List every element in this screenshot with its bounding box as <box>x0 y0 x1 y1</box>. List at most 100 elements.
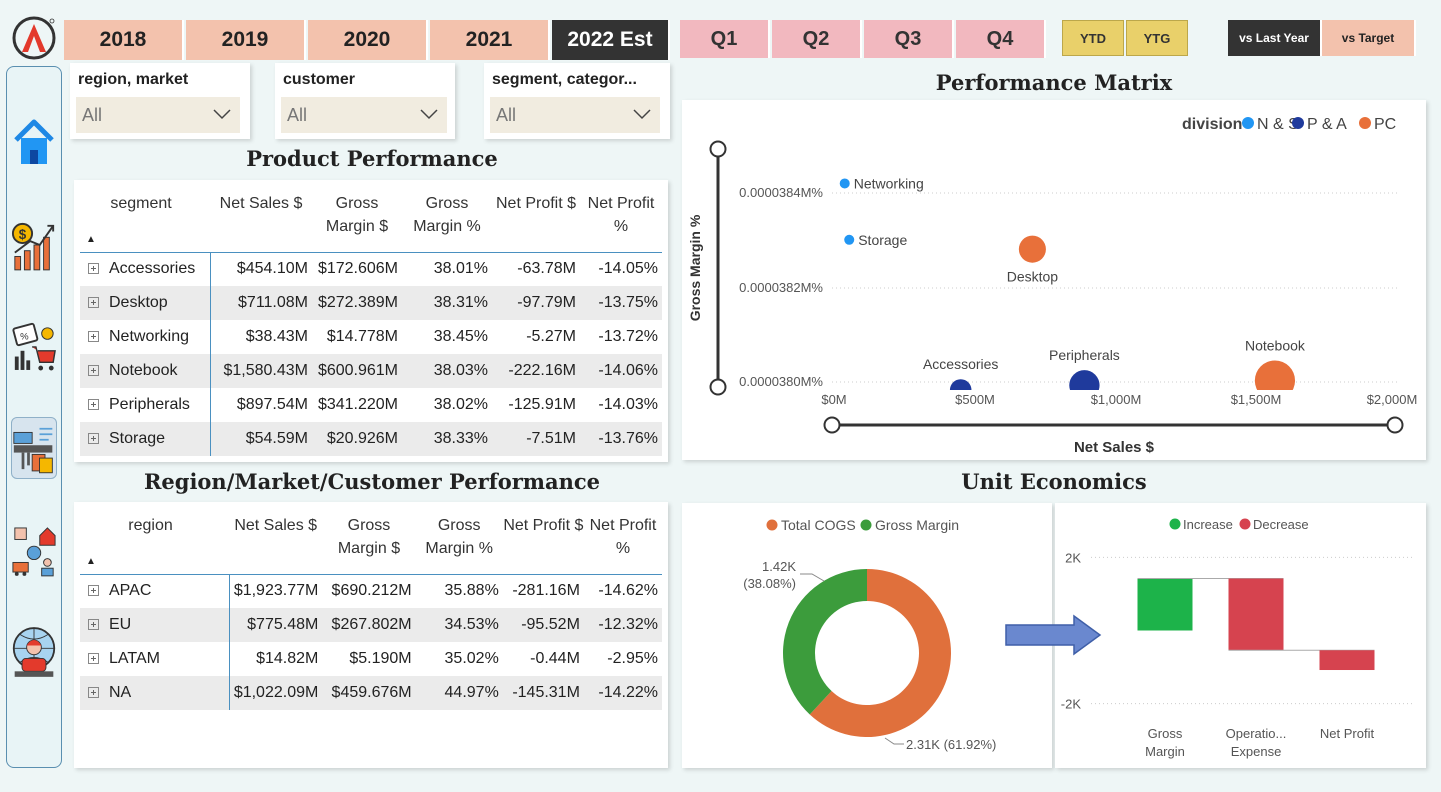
expand-icon[interactable] <box>88 619 99 630</box>
cell-value: 38.03% <box>402 354 492 388</box>
cell-value: $600.961M <box>312 354 402 388</box>
table-row[interactable]: EU $775.48M $267.802M 34.53% -95.52M -12.32% <box>80 608 662 642</box>
column-header[interactable]: region <box>128 517 173 534</box>
waterfall-bar[interactable] <box>1228 578 1284 651</box>
cell-value: $38.43M <box>245 328 308 345</box>
quarter-button-1[interactable]: Q2 <box>772 20 862 58</box>
expand-icon[interactable] <box>88 365 99 376</box>
performance-matrix-title: Performance Matrix <box>935 70 1173 95</box>
scatter-point[interactable] <box>1069 370 1100 400</box>
period-button-1[interactable]: YTG <box>1126 20 1188 56</box>
donut-slice[interactable] <box>783 569 867 715</box>
column-header[interactable]: Net Sales $ <box>219 195 303 212</box>
donut-slice[interactable] <box>809 569 951 737</box>
expand-icon[interactable] <box>88 585 99 597</box>
table-row[interactable]: LATAM $14.82M $5.190M 35.02% -0.44M -2.95% <box>80 642 662 676</box>
row-label: NA <box>80 676 230 710</box>
table-row[interactable]: NA $1,022.09M $459.676M 44.97% -145.31M -14.2… <box>80 676 662 710</box>
year-button-4[interactable]: 2022 Est <box>552 20 670 60</box>
scatter-point[interactable] <box>949 379 972 401</box>
cell-value: $1,022.09M <box>229 676 323 710</box>
cell-value: $897.54M <box>236 396 308 413</box>
cell-value: $20.926M <box>312 422 402 456</box>
y-tick-label: 0.0000384M% <box>739 185 823 200</box>
comparison-button-0[interactable]: vs Last Year <box>1228 20 1322 56</box>
year-button-3[interactable]: 2021 <box>430 20 550 60</box>
region-market-dropdown[interactable]: All <box>76 97 240 133</box>
row-label-text: Peripherals <box>109 396 190 413</box>
year-button-1[interactable]: 2019 <box>186 20 306 60</box>
year-button-0[interactable]: 2018 <box>64 20 184 60</box>
cell-value: 44.97% <box>415 676 503 710</box>
nav-supply-chain-icon[interactable] <box>11 519 57 581</box>
cell-value: $341.220M <box>317 396 398 413</box>
column-header[interactable]: Gross Margin % <box>425 517 493 557</box>
scatter-point[interactable] <box>844 234 855 245</box>
table-row[interactable]: Networking $38.43M $14.778M 38.45% -5.27M -13… <box>80 320 662 354</box>
table-row[interactable]: Storage $54.59M $20.926M 38.33% -7.51M -13.76… <box>80 422 662 456</box>
leader-line <box>884 737 904 745</box>
expand-icon[interactable] <box>88 331 99 342</box>
table-row[interactable]: APAC $1,923.77M $690.212M 35.88% -281.16M -14… <box>80 574 662 608</box>
expand-icon[interactable] <box>88 263 99 275</box>
quarter-button-3[interactable]: Q4 <box>956 20 1046 58</box>
slicer-customer[interactable]: customer All <box>275 63 455 139</box>
table-row[interactable]: Notebook $1,580.43M $600.961M 38.03% -222.16… <box>80 354 662 388</box>
column-header[interactable]: Net Profit % <box>587 195 655 235</box>
column-header[interactable]: Gross Margin $ <box>325 195 389 235</box>
scatter-point[interactable] <box>1018 235 1046 263</box>
nav-marketing-discount-icon[interactable]: % <box>11 315 57 377</box>
sort-ascending-icon[interactable]: ▲ <box>86 556 96 567</box>
svg-text:$: $ <box>19 227 27 242</box>
expand-icon[interactable] <box>88 399 99 410</box>
table-row[interactable]: Desktop $711.08M $272.389M 38.31% -97.79M -13… <box>80 286 662 320</box>
y-slider-handle-top[interactable] <box>709 140 727 158</box>
column-header[interactable]: segment <box>110 195 172 212</box>
waterfall-bar[interactable] <box>1137 578 1193 631</box>
row-label: Storage <box>80 422 211 456</box>
legend-label: Increase <box>1183 517 1233 532</box>
period-button-0[interactable]: YTD <box>1062 20 1124 56</box>
cell-value: -5.27M <box>526 328 576 345</box>
year-button-2[interactable]: 2020 <box>308 20 428 60</box>
cell-value: $272.389M <box>312 286 402 320</box>
cell-value: 35.88% <box>444 582 499 600</box>
waterfall-bar[interactable] <box>1319 650 1375 671</box>
table-row[interactable]: Peripherals $897.54M $341.220M 38.02% -125.9… <box>80 388 662 422</box>
customer-dropdown[interactable]: All <box>281 97 447 133</box>
row-label-text: NA <box>109 684 132 701</box>
cell-value: 38.31% <box>402 286 492 320</box>
performance-matrix-chart: division N & S P & A PC 0.0000384M% 0.0000382… <box>687 116 1417 456</box>
comparison-button-1[interactable]: vs Target <box>1322 20 1416 56</box>
segment-category-dropdown[interactable]: All <box>490 97 660 133</box>
nav-global-customer-icon[interactable] <box>11 621 57 683</box>
table-row[interactable]: Accessories $454.10M $172.606M 38.01% -63.78… <box>80 252 662 286</box>
y-slider-handle-bottom[interactable] <box>709 378 727 396</box>
column-header[interactable]: Net Profit % <box>589 517 657 557</box>
expand-icon[interactable] <box>88 687 99 698</box>
cell-value: -7.51M <box>492 422 580 456</box>
column-header[interactable]: Net Profit $ <box>495 195 577 212</box>
column-header[interactable]: Gross Margin % <box>413 195 481 235</box>
column-header[interactable]: Gross Margin $ <box>337 517 401 557</box>
x-slider-handle-left[interactable] <box>823 416 841 434</box>
x-slider-handle-right[interactable] <box>1386 416 1404 434</box>
nav-sales-growth-icon[interactable]: $ <box>11 213 57 275</box>
scatter-point[interactable] <box>839 178 850 189</box>
nav-home-icon[interactable] <box>11 111 57 173</box>
expand-icon[interactable] <box>88 433 99 444</box>
cell-value: 38.01% <box>433 260 488 278</box>
sort-ascending-icon[interactable]: ▲ <box>86 234 96 245</box>
quarter-button-2[interactable]: Q3 <box>864 20 954 58</box>
legend-marker <box>860 519 872 531</box>
quarter-button-0[interactable]: Q1 <box>680 20 770 58</box>
expand-icon[interactable] <box>88 297 99 308</box>
slicer-segment-category[interactable]: segment, categor... All <box>484 63 670 139</box>
column-header[interactable]: Net Profit $ <box>503 517 584 534</box>
scatter-point[interactable] <box>1254 360 1296 401</box>
column-header[interactable]: Net Sales $ <box>234 517 318 534</box>
row-label-text: LATAM <box>109 650 160 667</box>
nav-product-basket-icon[interactable] <box>11 417 57 479</box>
expand-icon[interactable] <box>88 653 99 664</box>
slicer-region-market[interactable]: region, market All <box>70 63 250 139</box>
